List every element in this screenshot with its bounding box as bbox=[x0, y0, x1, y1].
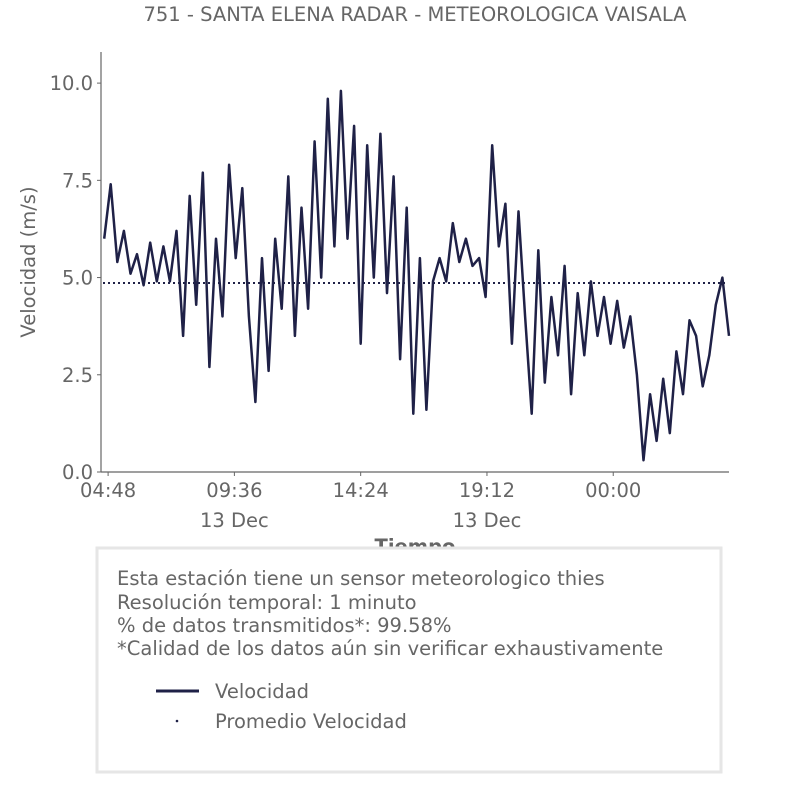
x-tick-label: 09:36 bbox=[206, 479, 262, 502]
y-tick-label: 10.0 bbox=[50, 72, 93, 95]
x-tick-label: 04:48 bbox=[80, 479, 136, 502]
x-tick-date-label: 13 Dec bbox=[453, 509, 522, 532]
info-line-percentage: % de datos transmitidos*: 99.58% bbox=[117, 614, 452, 637]
x-tick-label: 00:00 bbox=[585, 479, 641, 502]
info-line-resolution: Resolución temporal: 1 minuto bbox=[117, 591, 417, 614]
chart-title: 751 - SANTA ELENA RADAR - METEOROLOGICA … bbox=[143, 3, 687, 26]
x-tick-date-label: 13 Dec bbox=[200, 509, 269, 532]
legend-velocidad-label: Velocidad bbox=[215, 680, 309, 703]
x-ticks: 04:48 09:36 14:24 19:12 00:00 13 Dec 13 Dec bbox=[80, 472, 641, 532]
legend-box bbox=[95, 546, 723, 774]
y-ticks: 0.0 2.5 5.0 7.5 10.0 bbox=[50, 72, 101, 484]
y-tick-label: 7.5 bbox=[62, 169, 93, 192]
y-axis-label: Velocidad (m/s) bbox=[17, 186, 40, 337]
legend-promedio-label: Promedio Velocidad bbox=[215, 710, 407, 733]
y-tick-label: 0.0 bbox=[62, 461, 93, 484]
plot-area bbox=[102, 89, 731, 462]
x-tick-label: 14:24 bbox=[333, 479, 389, 502]
x-tick-label: 19:12 bbox=[459, 479, 515, 502]
velocidad-line bbox=[102, 89, 731, 462]
y-tick-label: 5.0 bbox=[62, 267, 93, 290]
info-line-sensor: Esta estación tiene un sensor meteorolog… bbox=[117, 567, 605, 590]
legend-promedio-swatch bbox=[175, 719, 179, 723]
y-tick-label: 2.5 bbox=[62, 364, 93, 387]
info-line-quality: *Calidad de los datos aún sin verificar … bbox=[117, 637, 663, 660]
